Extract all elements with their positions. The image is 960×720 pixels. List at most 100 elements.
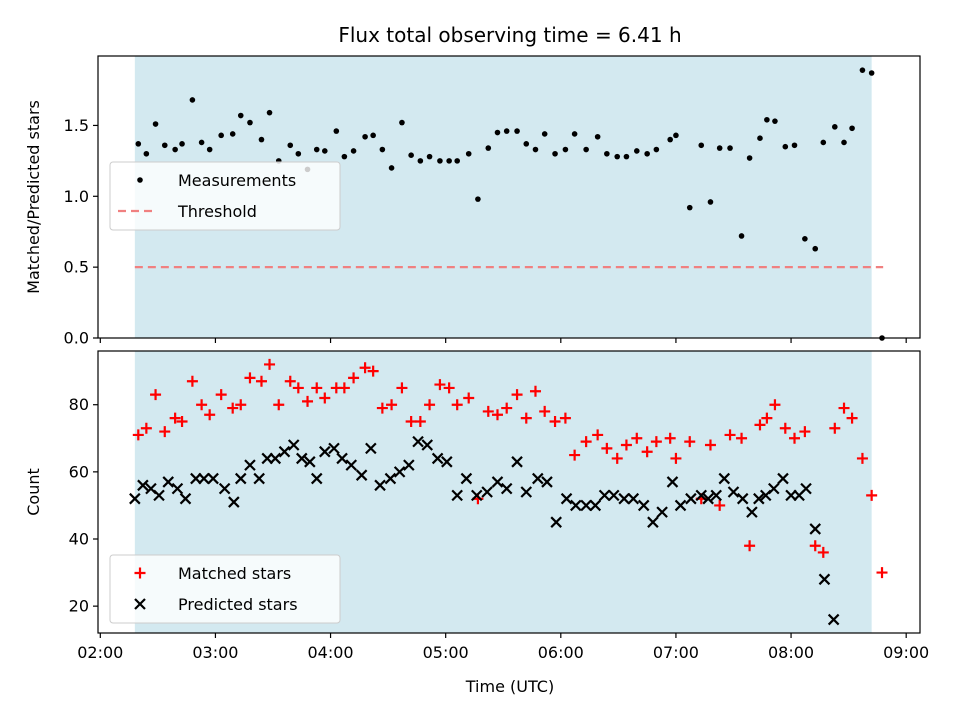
data-point <box>716 145 723 151</box>
y-tick-label: 60 <box>69 462 89 481</box>
data-point <box>856 452 868 464</box>
data-point <box>287 439 300 451</box>
data-point <box>302 395 314 407</box>
data-point <box>664 432 676 444</box>
data-point <box>746 155 753 161</box>
data-point <box>292 382 304 394</box>
data-point <box>511 389 523 401</box>
data-point <box>800 482 812 495</box>
data-point <box>846 412 858 424</box>
legend-swatch <box>134 598 146 610</box>
data-point <box>341 153 348 160</box>
data-point <box>350 148 357 154</box>
data-point <box>313 146 320 153</box>
data-point <box>218 132 224 139</box>
data-point <box>779 422 791 434</box>
data-point <box>424 399 436 411</box>
data-point <box>569 499 582 512</box>
data-point <box>583 146 589 153</box>
data-point <box>549 416 561 427</box>
data-point <box>172 146 178 153</box>
data-point <box>129 492 141 505</box>
data-point <box>161 142 168 149</box>
data-point <box>405 416 417 427</box>
legend-label: Measurements <box>178 171 296 190</box>
data-point <box>623 153 630 160</box>
data-point <box>162 476 175 488</box>
data-point <box>724 429 736 441</box>
data-point <box>604 150 610 157</box>
data-point <box>446 158 452 164</box>
data-point <box>670 452 682 464</box>
data-point <box>179 141 185 147</box>
data-point <box>520 486 533 498</box>
data-point <box>463 392 475 404</box>
x-tick-label: 04:00 <box>307 643 353 662</box>
data-point <box>345 459 358 471</box>
data-point <box>140 422 152 434</box>
data-point <box>152 121 159 127</box>
data-point <box>247 119 253 126</box>
data-point <box>698 142 705 149</box>
data-point <box>820 139 827 146</box>
data-point <box>838 402 850 414</box>
data-point <box>768 482 780 495</box>
data-point <box>859 67 866 73</box>
data-point <box>637 499 650 512</box>
data-point <box>761 412 773 424</box>
data-point <box>379 146 386 153</box>
x-tick-label: 05:00 <box>423 643 469 662</box>
data-point <box>541 131 548 137</box>
data-point <box>744 540 756 552</box>
data-point <box>707 199 714 205</box>
data-point <box>319 445 331 458</box>
data-point <box>255 375 267 387</box>
data-point <box>171 482 184 495</box>
x-tick-label: 07:00 <box>653 643 699 662</box>
data-point <box>266 109 273 116</box>
legend-swatch <box>137 177 143 183</box>
y-axis-label: Matched/Predicted stars <box>24 100 43 294</box>
data-point <box>465 150 472 157</box>
data-point <box>529 385 541 397</box>
data-point <box>264 358 276 370</box>
x-tick-label: 03:00 <box>192 643 238 662</box>
data-point <box>666 476 679 488</box>
data-point <box>799 426 811 438</box>
data-point <box>384 472 397 485</box>
data-point <box>176 416 188 427</box>
data-point <box>817 546 829 558</box>
data-point <box>832 124 838 130</box>
data-point <box>494 129 501 136</box>
data-point <box>143 150 150 157</box>
data-point <box>818 573 831 586</box>
data-point <box>802 236 808 242</box>
legend-label: Matched stars <box>178 564 291 583</box>
data-point <box>475 196 481 202</box>
data-point <box>592 429 604 441</box>
data-point <box>876 567 888 579</box>
data-point <box>580 436 592 448</box>
legend-box <box>109 161 341 231</box>
data-point <box>532 472 544 485</box>
data-point <box>421 439 434 451</box>
data-point <box>374 479 386 492</box>
x-tick-label: 09:00 <box>883 643 929 662</box>
y-tick-label: 80 <box>69 395 89 414</box>
data-point <box>485 145 492 151</box>
data-point <box>789 432 801 444</box>
x-tick-label: 08:00 <box>768 643 814 662</box>
data-point <box>295 150 302 157</box>
data-point <box>287 142 294 149</box>
data-point <box>304 456 316 468</box>
data-point <box>841 139 847 146</box>
data-point <box>359 362 371 374</box>
data-point <box>153 489 165 502</box>
data-point <box>319 392 331 404</box>
data-point <box>295 452 308 465</box>
data-point <box>736 432 748 444</box>
data-point <box>132 429 144 441</box>
data-point <box>169 412 181 424</box>
y-tick-label: 40 <box>69 530 89 549</box>
data-point <box>365 442 377 455</box>
